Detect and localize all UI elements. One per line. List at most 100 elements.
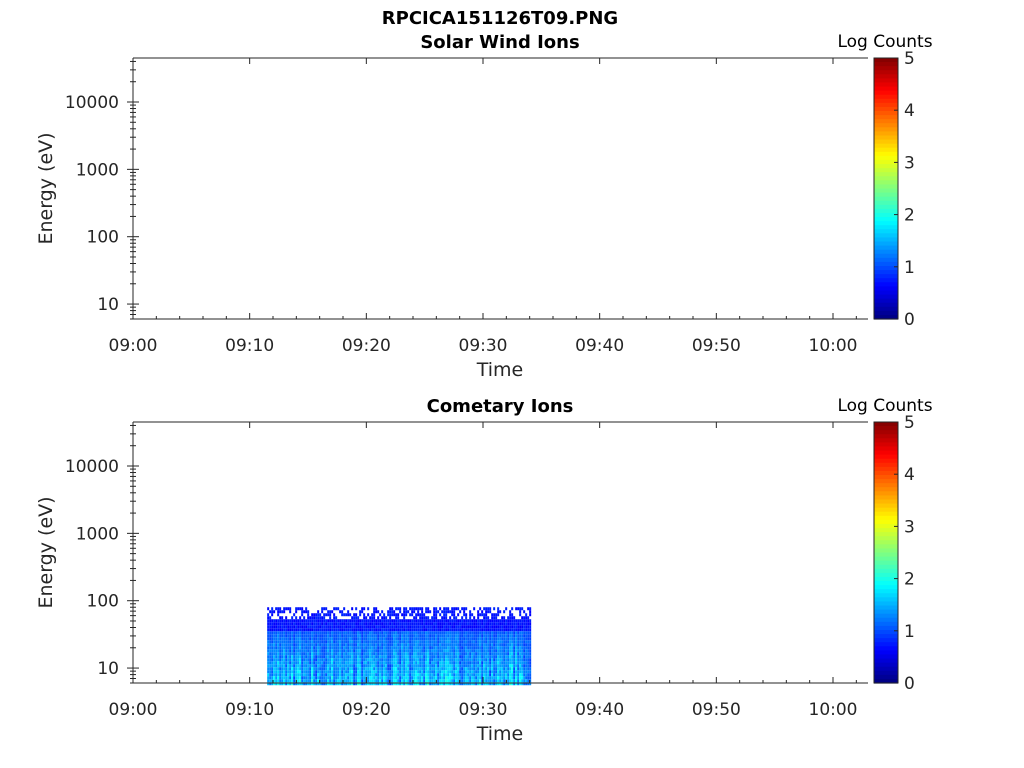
spectrogram-cell bbox=[279, 625, 282, 629]
spectrogram-cell bbox=[391, 640, 394, 644]
spectrogram-cell bbox=[291, 664, 294, 668]
spectrogram-cell bbox=[349, 640, 352, 644]
x-tick-label: 09:10 bbox=[225, 336, 274, 356]
spectrogram-cell bbox=[455, 664, 458, 668]
spectrogram-cell bbox=[463, 679, 466, 683]
spectrogram-cell bbox=[285, 640, 288, 644]
spectrogram-cell bbox=[329, 631, 332, 635]
spectrogram-cell bbox=[313, 622, 316, 626]
spectrogram-cell bbox=[431, 649, 434, 653]
spectrogram-cell bbox=[441, 667, 444, 671]
spectrogram-cell bbox=[497, 625, 500, 629]
spectrogram-cell bbox=[471, 658, 474, 662]
spectrogram-cell bbox=[419, 619, 422, 623]
spectrogram-cell bbox=[495, 637, 498, 641]
spectrogram-cell bbox=[401, 619, 404, 623]
spectrogram-cell bbox=[453, 634, 456, 638]
spectrogram-cell bbox=[473, 679, 476, 683]
spectrogram-cell bbox=[499, 679, 502, 683]
spectrogram-cell bbox=[497, 670, 500, 674]
spectrogram-cell bbox=[523, 646, 526, 650]
spectrogram-cell bbox=[485, 649, 488, 653]
spectrogram-cell bbox=[293, 643, 296, 647]
spectrogram-cell bbox=[379, 658, 382, 662]
spectrogram-cell bbox=[457, 682, 460, 686]
spectrogram-cell bbox=[505, 607, 508, 611]
spectrogram-cell bbox=[431, 667, 434, 671]
x-tick-label: 10:00 bbox=[809, 336, 858, 356]
spectrogram-cell bbox=[417, 679, 420, 683]
spectrogram-cell bbox=[471, 631, 474, 635]
spectrogram-cell bbox=[399, 661, 402, 665]
spectrogram-cell bbox=[505, 637, 508, 641]
spectrogram-cell bbox=[383, 682, 386, 686]
spectrogram-cell bbox=[469, 634, 472, 638]
spectrogram-cell bbox=[329, 676, 332, 680]
spectrogram-cell bbox=[355, 655, 358, 659]
spectrogram-cell bbox=[495, 673, 498, 677]
spectrogram-cell bbox=[343, 679, 346, 683]
spectrogram-cell bbox=[353, 664, 356, 668]
spectrogram-cell bbox=[343, 634, 346, 638]
spectrogram-cell bbox=[391, 670, 394, 674]
spectrogram-cell bbox=[429, 682, 432, 686]
spectrogram-cell bbox=[471, 655, 474, 659]
spectrogram-cell bbox=[367, 670, 370, 674]
spectrogram-cell bbox=[439, 607, 442, 611]
spectrogram-cell bbox=[501, 658, 504, 662]
spectrogram-cell bbox=[425, 628, 428, 632]
spectrogram-cell bbox=[411, 658, 414, 662]
x-tick-label: 09:50 bbox=[692, 336, 741, 356]
spectrogram-cell bbox=[479, 613, 482, 617]
spectrogram-cell bbox=[427, 676, 430, 680]
spectrogram-cell bbox=[421, 616, 424, 620]
spectrogram-cell bbox=[273, 676, 276, 680]
spectrogram-cell bbox=[401, 634, 404, 638]
spectrogram-cell bbox=[385, 625, 388, 629]
spectrogram-cell bbox=[467, 658, 470, 662]
spectrogram-cell bbox=[431, 643, 434, 647]
spectrogram-cell bbox=[271, 607, 274, 611]
spectrogram-cell bbox=[307, 637, 310, 641]
spectrogram-cell bbox=[327, 637, 330, 641]
spectrogram-cell bbox=[271, 613, 274, 617]
spectrogram-cell bbox=[503, 682, 506, 686]
spectrogram-cell bbox=[409, 673, 412, 677]
spectrogram-cell bbox=[271, 610, 274, 614]
spectrogram-cell bbox=[437, 670, 440, 674]
spectrogram-cell bbox=[269, 646, 272, 650]
spectrogram-cell bbox=[433, 667, 436, 671]
spectrogram-cell bbox=[325, 652, 328, 656]
spectrogram-cell bbox=[467, 640, 470, 644]
spectrogram-cell bbox=[301, 622, 304, 626]
spectrogram-cell bbox=[361, 619, 364, 623]
spectrogram-cell bbox=[267, 652, 270, 656]
spectrogram-cell bbox=[319, 676, 322, 680]
spectrogram-cell bbox=[479, 664, 482, 668]
spectrogram-cell bbox=[443, 628, 446, 632]
spectrogram-cell bbox=[405, 613, 408, 617]
spectrogram-cell bbox=[339, 640, 342, 644]
spectrogram-cell bbox=[441, 673, 444, 677]
spectrogram-cell bbox=[397, 682, 400, 686]
spectrogram-cell bbox=[465, 607, 468, 611]
colorbar-swatch bbox=[874, 487, 898, 492]
spectrogram-cell bbox=[277, 652, 280, 656]
spectrogram-cell bbox=[391, 625, 394, 629]
spectrogram-cell bbox=[445, 607, 448, 611]
spectrogram-cell bbox=[331, 682, 334, 686]
spectrogram-cell bbox=[451, 673, 454, 677]
spectrogram-cell bbox=[381, 661, 384, 665]
spectrogram-cell bbox=[493, 676, 496, 680]
spectrogram-cell bbox=[287, 661, 290, 665]
spectrogram-cell bbox=[461, 619, 464, 623]
spectrogram-cell bbox=[467, 676, 470, 680]
spectrogram-cell bbox=[403, 643, 406, 647]
spectrogram-cell bbox=[387, 610, 390, 614]
spectrogram-cell bbox=[433, 643, 436, 647]
spectrogram-cell bbox=[513, 661, 516, 665]
spectrogram-cell bbox=[385, 637, 388, 641]
spectrogram-cell bbox=[477, 673, 480, 677]
spectrogram-cell bbox=[343, 676, 346, 680]
spectrogram-cell bbox=[497, 646, 500, 650]
